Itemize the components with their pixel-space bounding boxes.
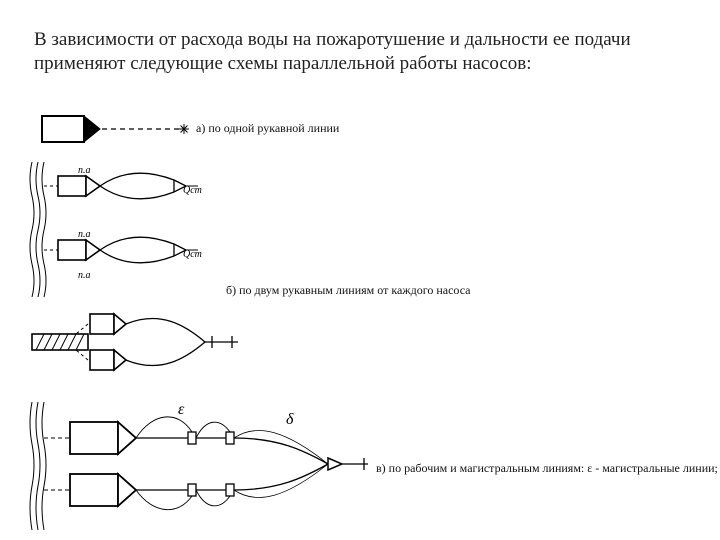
caption-a: а) по одной рукавной линии [196,121,339,135]
slide: В зависимости от расхода воды на пожарот… [0,0,720,540]
svg-text:Qст: Qст [183,249,202,260]
diagram-d: ε δ [28,402,388,530]
svg-text:ε: ε [178,402,185,418]
svg-text:п.а: п.а [78,270,91,281]
page-title: В зависимости от расхода воды на пожарот… [34,28,690,76]
diagram-c [30,300,240,408]
caption-c: в) по рабочим и магистральным линиям: ε … [376,461,718,475]
svg-text:δ: δ [286,411,294,428]
diagram-a [34,106,194,156]
svg-text:п.а: п.а [78,229,91,240]
diagram-b: п.а Qст п.а Qст п.а [28,162,228,297]
caption-b: б) по двум рукавным линиям от каждого на… [226,283,471,297]
svg-text:п.а: п.а [78,165,91,176]
svg-text:Qст: Qст [183,185,202,196]
